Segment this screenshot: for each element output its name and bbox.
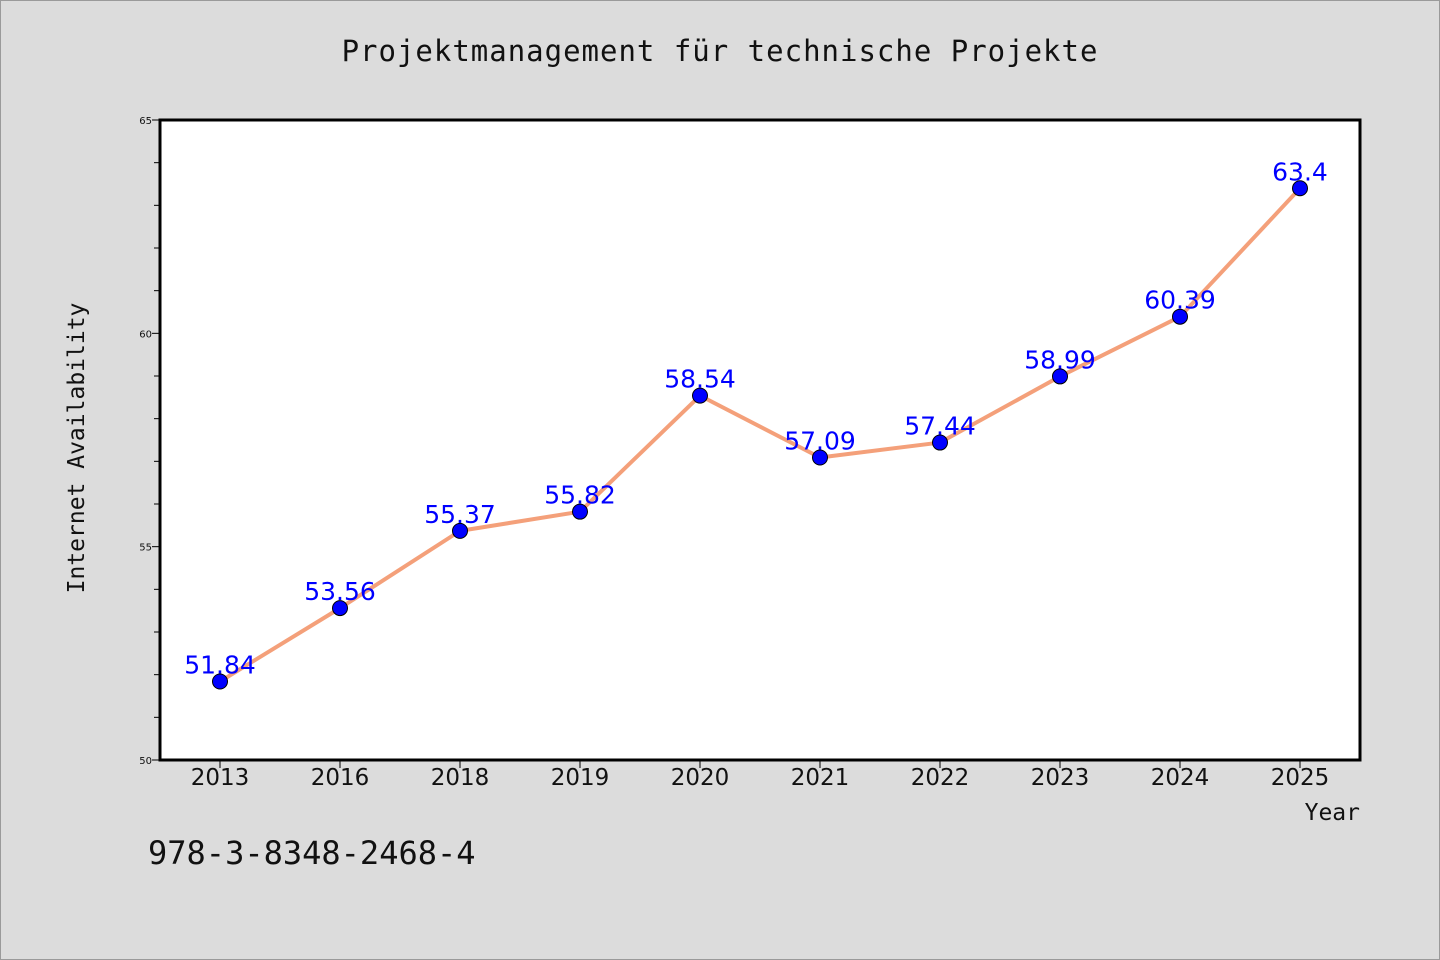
data-label: 55.82: [544, 481, 616, 510]
x-tick-label: 2018: [431, 765, 490, 791]
data-point: [812, 449, 828, 466]
x-tick-label: 2021: [791, 765, 850, 791]
data-point: [692, 387, 708, 404]
isbn-text: 978-3-8348-2468-4: [148, 834, 476, 872]
data-label: 63.4: [1272, 157, 1328, 186]
chart-title: Projektmanagement für technische Projekt…: [341, 34, 1099, 68]
x-tick-label: 2023: [1031, 765, 1090, 791]
data-label: 57.09: [784, 426, 856, 455]
data-point: [572, 503, 588, 520]
data-label: 53.56: [304, 577, 376, 606]
x-tick-label: 2025: [1271, 765, 1330, 791]
data-point: [212, 673, 228, 690]
y-tick-label: 65: [139, 116, 152, 127]
data-point: [932, 434, 948, 451]
data-point: [1052, 368, 1068, 385]
data-point: [1292, 180, 1308, 197]
x-tick-label: 2013: [191, 765, 250, 791]
series-line: [218, 186, 1302, 684]
y-tick-label: 50: [139, 756, 152, 767]
y-tick-label: 55: [139, 543, 152, 554]
x-tick-label: 2024: [1151, 765, 1210, 791]
data-label: 55.37: [424, 500, 496, 529]
data-label: 58.54: [664, 365, 736, 394]
x-axis-title: Year: [1305, 800, 1360, 826]
data-point: [332, 600, 348, 617]
x-tick-label: 2020: [671, 765, 730, 791]
y-tick-label: 60: [139, 329, 152, 340]
x-tick-label: 2019: [551, 765, 610, 791]
data-label: 51.84: [184, 650, 256, 679]
data-point: [452, 522, 468, 539]
plot-area: [158, 118, 1362, 762]
data-label: 57.44: [904, 412, 976, 441]
x-tick-label: 2022: [911, 765, 970, 791]
x-tick-label: 2016: [311, 765, 370, 791]
y-axis-title: Internet Availability: [64, 303, 90, 594]
data-label: 58.99: [1024, 345, 1096, 374]
data-label: 60.39: [1144, 286, 1216, 315]
data-point: [1172, 308, 1188, 325]
